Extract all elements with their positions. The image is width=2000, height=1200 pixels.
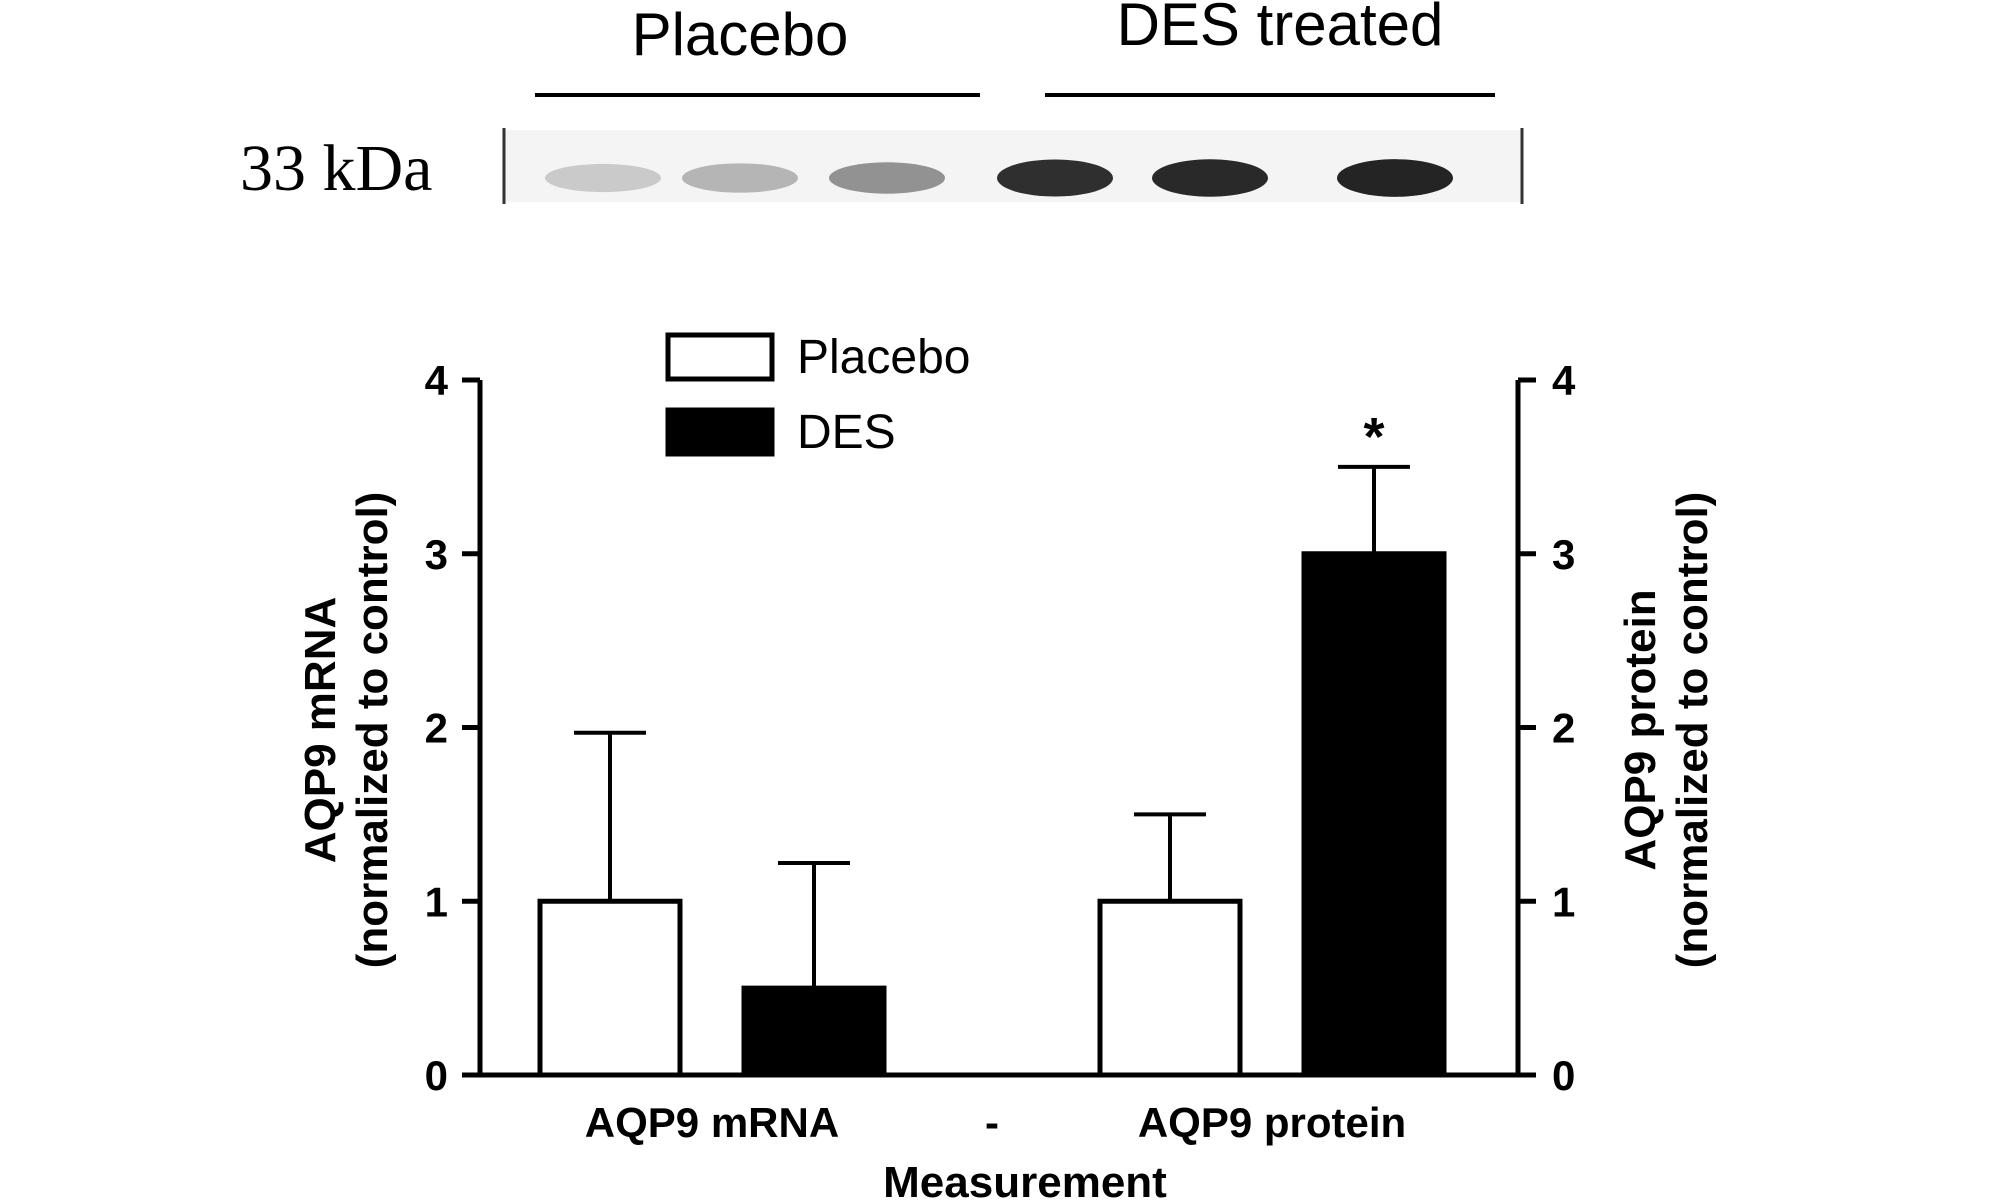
bar-placebo — [1097, 898, 1243, 1078]
left-y-tick-label: 2 — [425, 705, 448, 752]
bars — [537, 551, 1447, 1078]
legend-label-des: DES — [797, 406, 896, 459]
legend-swatch-des — [665, 407, 775, 457]
left-y-tick-label: 3 — [425, 531, 448, 578]
left-y-tick-label: 1 — [425, 878, 448, 925]
bar-chart: 0 0 1 1 2 2 3 3 4 4 AQP9 mRNA - AQP9 protein AQP9 m… — [296, 331, 1717, 1200]
blot-band — [997, 159, 1113, 197]
y-axis-label-left: AQP9 mRNA(normalized to control) — [296, 492, 397, 969]
blot-band — [682, 163, 798, 193]
legend-label-placebo: Placebo — [797, 331, 970, 384]
blot-group-label-placebo: Placebo — [632, 1, 849, 68]
blot-band — [1337, 159, 1453, 197]
bar-des — [741, 985, 887, 1078]
x-tick-label: AQP9 mRNA — [585, 1099, 839, 1146]
x-tick-labels: AQP9 mRNA - AQP9 protein — [585, 1099, 1406, 1146]
annotations: * — [1363, 407, 1384, 467]
blot-group-label-des: DES treated — [1117, 0, 1444, 58]
axis-label-line: AQP9 mRNA — [296, 597, 345, 864]
blot-bands — [545, 159, 1453, 197]
right-y-tick-label: 4 — [1552, 357, 1576, 404]
axis-label-line: AQP9 protein — [1616, 589, 1665, 870]
legend: Placebo DES — [665, 331, 970, 459]
blot-band — [829, 162, 945, 194]
y-ticks: 0 0 1 1 2 2 3 3 4 4 — [425, 357, 1576, 1099]
left-y-tick-label: 0 — [425, 1052, 448, 1099]
x-axis-label: Measurement — [883, 1158, 1167, 1200]
right-y-tick-label: 2 — [1552, 705, 1575, 752]
right-y-tick-label: 0 — [1552, 1052, 1575, 1099]
x-tick-label: - — [985, 1099, 999, 1146]
bar-des — [1301, 551, 1447, 1078]
blot-band — [545, 163, 661, 193]
error-bars — [574, 464, 1410, 989]
legend-swatch-placebo — [665, 332, 775, 382]
blot-size-marker: 33 kDa — [240, 132, 432, 205]
right-y-tick-label: 3 — [1552, 531, 1575, 578]
left-y-tick-label: 4 — [425, 357, 449, 404]
western-blot-panel: Placebo DES treated 33 kDa — [240, 0, 1524, 205]
axis-label-line: (normalized to control) — [348, 492, 397, 969]
y-axis-label-right: AQP9 protein(normalized to control) — [1616, 492, 1717, 969]
significance-marker: * — [1363, 407, 1384, 467]
x-tick-label: AQP9 protein — [1138, 1099, 1406, 1146]
axis-label-line: (normalized to control) — [1668, 492, 1717, 969]
bar-placebo — [537, 898, 683, 1078]
right-y-tick-label: 1 — [1552, 878, 1575, 925]
blot-band — [1152, 159, 1268, 197]
